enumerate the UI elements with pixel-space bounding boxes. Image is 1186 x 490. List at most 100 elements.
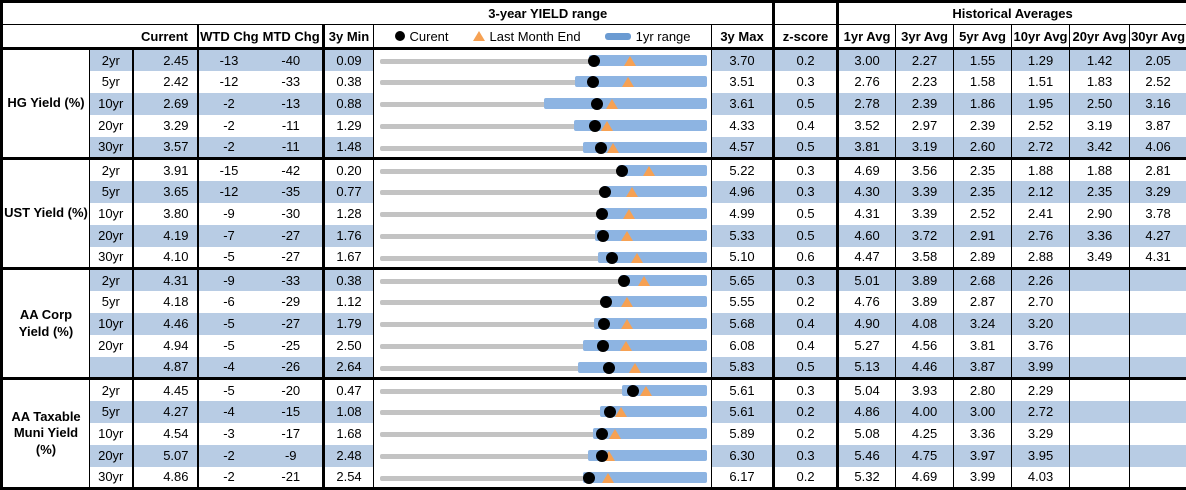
group-label: AA Corp Yield (%) — [2, 269, 90, 379]
avg-cell: 3.89 — [896, 269, 954, 291]
mtd-chg-cell: -35 — [260, 181, 324, 203]
one-year-range-bar — [578, 362, 707, 373]
tenor-cell: 20yr — [90, 115, 133, 137]
current-marker — [599, 186, 611, 198]
avg-cell: 2.27 — [896, 49, 954, 71]
min-3y-cell: 1.67 — [324, 247, 374, 269]
one-year-range-bar — [589, 55, 707, 66]
avg-cell: 4.46 — [896, 357, 954, 379]
tenor-cell: 30yr — [90, 467, 133, 489]
avg-cell: 2.29 — [1012, 379, 1070, 401]
avg-cell: 3.42 — [1070, 137, 1130, 159]
avg-cell: 1.55 — [954, 49, 1012, 71]
avg-cell: 3.81 — [954, 335, 1012, 357]
zscore-cell: 0.3 — [774, 71, 838, 93]
avg-cell: 3.97 — [954, 445, 1012, 467]
avg-cell: 3.36 — [1070, 225, 1130, 247]
last-month-end-marker — [631, 253, 643, 263]
current-marker — [618, 275, 630, 287]
col-header-20yr-avg: 20yr Avg — [1070, 25, 1130, 49]
avg-cell: 2.76 — [1012, 225, 1070, 247]
avg-cell: 1.51 — [1012, 71, 1070, 93]
avg-cell: 4.69 — [838, 159, 896, 181]
current-marker — [604, 406, 616, 418]
avg-cell: 3.39 — [896, 203, 954, 225]
avg-cell: 1.83 — [1070, 71, 1130, 93]
range-plot — [380, 467, 707, 488]
max-3y-cell: 3.70 — [712, 49, 774, 71]
mtd-chg-cell: -33 — [260, 71, 324, 93]
range-plot — [380, 203, 707, 225]
mtd-chg-cell: -25 — [260, 335, 324, 357]
one-year-range-bar — [595, 230, 707, 241]
min-3y-cell: 0.77 — [324, 181, 374, 203]
mtd-chg-cell: -42 — [260, 159, 324, 181]
current-cell: 5.07 — [133, 445, 198, 467]
col-header-1yr-avg: 1yr Avg — [838, 25, 896, 49]
one-year-range-bar — [594, 318, 707, 329]
current-cell: 3.80 — [133, 203, 198, 225]
zscore-cell: 0.3 — [774, 269, 838, 291]
range-plot — [380, 225, 707, 247]
group-label: AA Taxable Muni Yield (%) — [2, 379, 90, 489]
tenor-cell: 2yr — [90, 269, 133, 291]
avg-cell — [1070, 269, 1130, 291]
avg-cell: 1.95 — [1012, 93, 1070, 115]
avg-cell: 4.00 — [896, 401, 954, 423]
max-3y-cell: 5.83 — [712, 357, 774, 379]
avg-cell: 5.27 — [838, 335, 896, 357]
current-marker — [597, 340, 609, 352]
mtd-chg-cell: -13 — [260, 93, 324, 115]
max-3y-cell: 5.61 — [712, 401, 774, 423]
avg-cell: 3.99 — [954, 467, 1012, 489]
yield-range-chart — [374, 181, 712, 203]
last-month-end-marker — [620, 341, 632, 351]
last-month-end-marker — [624, 56, 636, 66]
avg-cell: 2.39 — [954, 115, 1012, 137]
yield-range-chart — [374, 203, 712, 225]
range-plot — [380, 137, 707, 158]
min-3y-cell: 1.79 — [324, 313, 374, 335]
avg-cell — [1130, 291, 1186, 313]
last-month-end-marker — [607, 143, 619, 153]
last-month-end-marker — [621, 231, 633, 241]
avg-cell: 4.30 — [838, 181, 896, 203]
avg-cell: 2.81 — [1130, 159, 1186, 181]
current-marker — [595, 142, 607, 154]
avg-cell: 3.78 — [1130, 203, 1186, 225]
avg-cell — [1070, 467, 1130, 489]
avg-cell: 4.56 — [896, 335, 954, 357]
wtd-chg-cell: -15 — [198, 159, 260, 181]
wtd-chg-cell: -12 — [198, 71, 260, 93]
avg-cell: 2.60 — [954, 137, 1012, 159]
col-header-wtd-mtd: WTD Chg MTD Chg — [198, 25, 324, 49]
mtd-chg-cell: -40 — [260, 49, 324, 71]
mtd-chg-cell: -9 — [260, 445, 324, 467]
avg-cell: 4.90 — [838, 313, 896, 335]
avg-cell: 3.19 — [896, 137, 954, 159]
wtd-chg-cell: -12 — [198, 181, 260, 203]
current-cell: 3.91 — [133, 159, 198, 181]
col-header-3ymax: 3y Max — [712, 25, 774, 49]
mtd-chg-cell: -27 — [260, 313, 324, 335]
current-cell: 4.31 — [133, 269, 198, 291]
tenor-cell: 10yr — [90, 423, 133, 445]
wtd-chg-cell: -4 — [198, 357, 260, 379]
range-bar-icon — [605, 33, 631, 40]
avg-cell: 2.05 — [1130, 49, 1186, 71]
min-3y-cell: 1.68 — [324, 423, 374, 445]
avg-cell: 3.72 — [896, 225, 954, 247]
avg-cell: 3.56 — [896, 159, 954, 181]
avg-cell: 1.88 — [1070, 159, 1130, 181]
avg-cell: 2.35 — [954, 159, 1012, 181]
current-cell: 4.54 — [133, 423, 198, 445]
last-month-end-marker — [629, 363, 641, 373]
range-plot — [380, 291, 707, 313]
last-month-end-marker — [621, 297, 633, 307]
avg-cell: 4.47 — [838, 247, 896, 269]
